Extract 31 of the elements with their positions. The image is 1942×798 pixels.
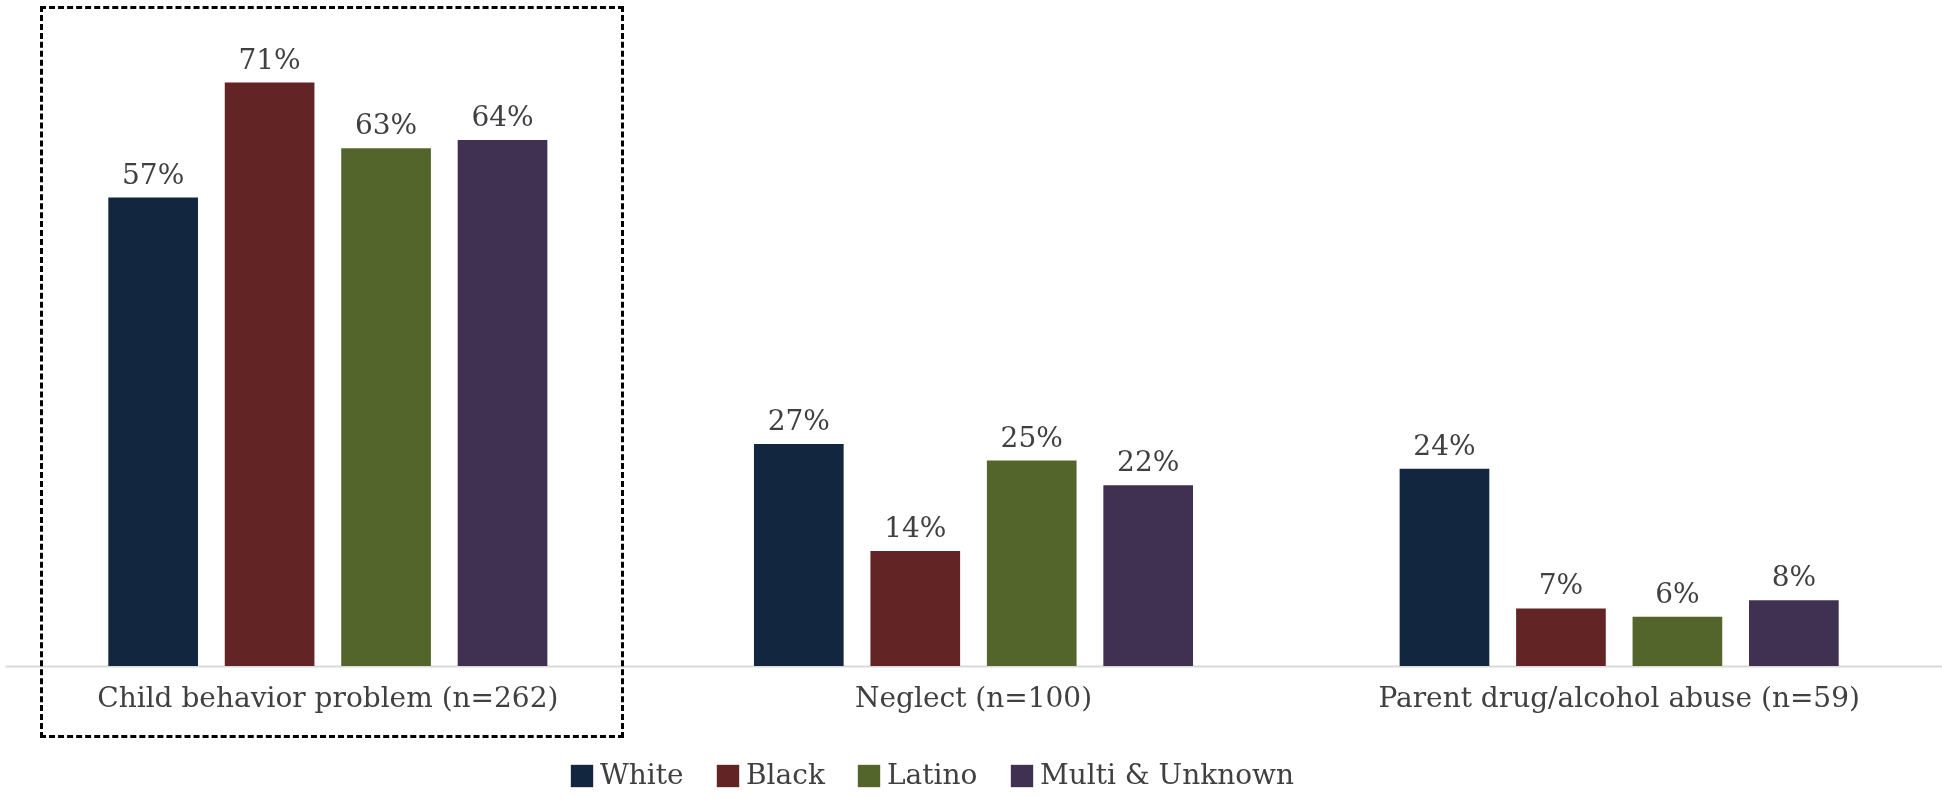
legend-label: Latino [887, 758, 978, 791]
data-label: 71% [238, 42, 301, 76]
bar [1103, 485, 1194, 666]
legend-label: Multi & Unknown [1040, 758, 1295, 791]
data-label: 57% [122, 157, 185, 191]
data-label: 24% [1413, 428, 1476, 462]
bar [108, 197, 198, 666]
bar [1749, 600, 1839, 666]
data-label: 6% [1655, 576, 1700, 610]
bar [341, 148, 431, 666]
data-label: 22% [1117, 445, 1180, 479]
bar [457, 140, 548, 666]
data-label: 8% [1771, 560, 1817, 594]
x-tick-label: Neglect (n=100) [854, 680, 1093, 714]
data-label: 7% [1538, 568, 1584, 602]
bar [1632, 616, 1723, 666]
data-label: 63% [354, 108, 418, 142]
x-tick-label: Child behavior problem (n=262) [97, 680, 559, 714]
bar [1399, 468, 1490, 666]
bar [986, 460, 1077, 666]
bar [224, 82, 315, 666]
data-label: 25% [1000, 420, 1063, 454]
x-tick-label: Parent drug/alcohol abuse (n=59) [1378, 680, 1860, 714]
data-label: 14% [884, 510, 947, 544]
bar [870, 550, 961, 666]
bar [1516, 608, 1606, 666]
data-label: 64% [471, 100, 534, 134]
data-label: 27% [767, 404, 830, 438]
legend-label: White [600, 758, 684, 791]
legend-label: Black [746, 758, 826, 791]
bar [753, 444, 844, 666]
